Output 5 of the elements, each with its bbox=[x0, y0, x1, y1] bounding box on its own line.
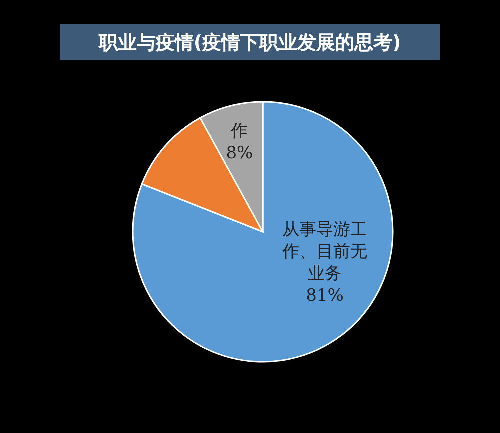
data-label: 8% bbox=[226, 143, 254, 164]
chart-title: 职业与疫情(疫情下职业发展的思考) bbox=[98, 32, 402, 54]
slice-label: 作 bbox=[230, 121, 248, 142]
data-label: 81% bbox=[306, 286, 344, 306]
slice-label: 从事导游工作、目前无业务 bbox=[282, 220, 368, 284]
